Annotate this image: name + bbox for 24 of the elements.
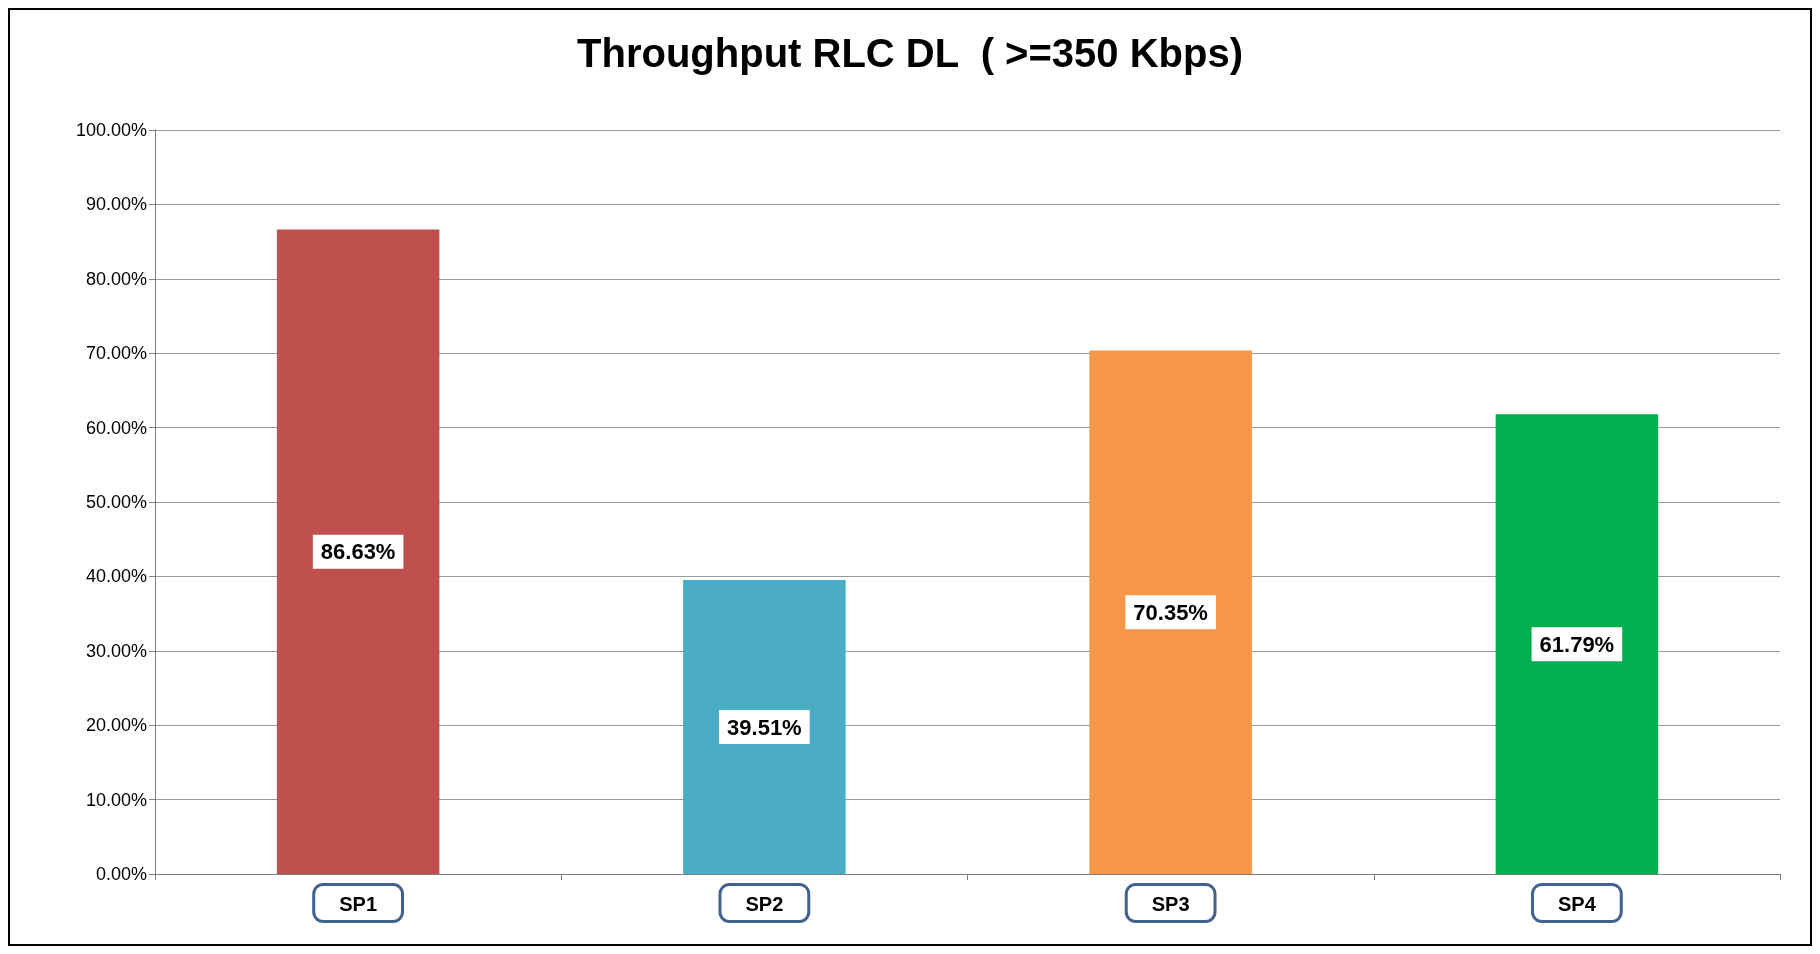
bar (1495, 414, 1659, 874)
y-tick-label: 80.00% (85, 268, 147, 289)
y-tick-label: 50.00% (85, 492, 147, 512)
y-tick-label: 70.00% (85, 343, 147, 364)
x-tick-label: SP4 (1557, 893, 1597, 915)
y-tick-label: 0.00% (95, 864, 147, 884)
bar (276, 229, 440, 874)
y-tick-label: 20.00% (85, 715, 147, 736)
x-tick-label: SP3 (1151, 893, 1190, 915)
y-tick-label: 10.00% (85, 789, 147, 810)
chart-title: Throughput RLC DL ( >=350 Kbps) (577, 31, 1243, 75)
y-tick-label: 60.00% (85, 417, 147, 438)
y-tick-label: 40.00% (85, 566, 147, 587)
data-label: 39.51% (727, 714, 802, 740)
data-label: 70.35% (1133, 599, 1208, 625)
y-tick-label: 90.00% (85, 194, 147, 215)
x-tick-label: SP1 (339, 893, 378, 915)
y-tick-label: 30.00% (85, 640, 147, 661)
y-tick-label: 100.00% (75, 120, 147, 140)
data-label: 86.63% (320, 539, 396, 565)
bar (683, 580, 846, 874)
data-label: 61.79% (1539, 631, 1615, 657)
bar (1089, 350, 1252, 874)
x-tick-label: SP2 (745, 893, 784, 915)
